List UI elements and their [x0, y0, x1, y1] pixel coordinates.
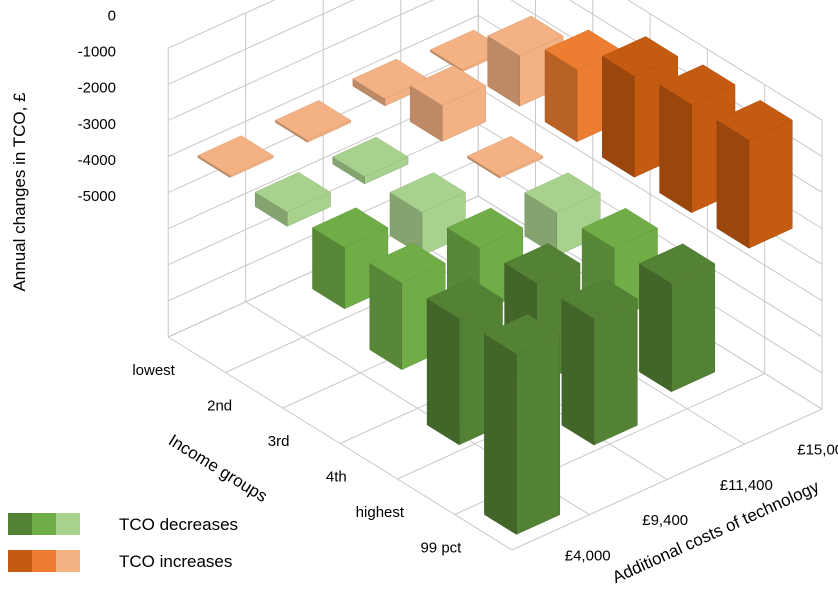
bar-top-face: [561, 278, 638, 319]
bar-side-face: [484, 333, 517, 535]
bar-£4,000-lowest: [197, 135, 274, 178]
bar-top-face: [638, 243, 716, 284]
cost-level-label: £15,000: [797, 442, 838, 459]
back-wall-gridline: [167, 15, 479, 157]
bar-£4,000-99 pct: [483, 314, 561, 535]
bar-£15,000-99 pct: [716, 100, 793, 249]
bar-top-face: [601, 36, 679, 77]
side-wall-gridline: [477, 87, 823, 302]
bar-side-face: [602, 55, 635, 178]
bar-top-face: [504, 243, 581, 284]
bar-top-face: [483, 314, 561, 355]
bar-top-face: [254, 172, 332, 213]
floor-gridline: [511, 408, 823, 551]
bar-top-face: [332, 136, 409, 177]
bar-front-face: [748, 119, 793, 249]
back-wall-gridline: [167, 0, 355, 85]
bar-top-face: [659, 64, 736, 105]
bar-side-face: [561, 298, 595, 446]
back-wall-gridline: [167, 0, 276, 49]
bar-front-face: [516, 333, 561, 535]
bar-top-face: [716, 100, 793, 141]
bar-top-face: [311, 207, 389, 248]
bars: [197, 15, 793, 535]
bar-£4,000-2nd: [254, 172, 332, 227]
bar-top-face: [197, 135, 274, 176]
x-axis-title: Income groups: [165, 431, 271, 506]
income-group-label: 2nd: [207, 397, 232, 414]
bar-top-face: [274, 100, 352, 141]
bar-top-face: [524, 172, 601, 213]
bar-top-face: [409, 65, 487, 106]
bar-£9,400-2nd: [332, 136, 409, 185]
bar-£11,400-99 pct: [638, 243, 716, 393]
z-tick-label: -5000: [78, 188, 116, 205]
income-group-label: 99 pct: [420, 539, 462, 556]
back-wall-gridline: [167, 0, 435, 121]
legend-swatch: [8, 550, 32, 572]
cost-level-label: £9,400: [642, 512, 688, 529]
bar-side-face: [426, 298, 460, 446]
bar-top-face: [581, 208, 659, 249]
bar-side-face: [659, 84, 692, 214]
bar-top-face: [389, 172, 466, 213]
bar-top-face: [466, 135, 544, 177]
income-group-label: 3rd: [268, 433, 290, 450]
bar-£11,400-3rd: [466, 135, 544, 179]
bar-side-face: [716, 119, 750, 249]
bar-top-face: [446, 207, 524, 248]
bar-top-face: [487, 15, 564, 56]
z-tick-label: -1000: [78, 44, 116, 61]
legend-swatch: [32, 513, 56, 535]
legend-swatch: [32, 550, 56, 572]
bar-front-face: [593, 298, 638, 446]
legend-entry: TCO decreases: [8, 513, 238, 535]
legend-swatch: [56, 550, 80, 572]
bar-£11,400-2nd: [409, 65, 487, 142]
bar-side-face: [639, 263, 672, 393]
legend-label: TCO decreases: [119, 515, 238, 534]
cost-level-label: £11,400: [720, 477, 773, 494]
bar-front-face: [671, 263, 716, 393]
side-wall-gridline: [627, 0, 823, 121]
legend-label: TCO increases: [119, 552, 232, 571]
bar-top-face: [369, 243, 446, 284]
legend-swatch: [8, 513, 32, 535]
bar-£9,400-99 pct: [561, 278, 638, 446]
y-axis-title: Additional costs of technology: [609, 477, 822, 587]
legend: TCO decreases TCO increases: [8, 513, 238, 572]
z-tick-label: -4000: [78, 152, 116, 169]
z-tick-label: 0: [108, 8, 116, 25]
legend-swatch: [56, 513, 80, 535]
z-axis-title: Annual changes in TCO, £: [10, 92, 29, 292]
bar-£9,400-lowest: [274, 100, 352, 143]
z-tick-label: -2000: [78, 80, 116, 97]
income-group-label: lowest: [132, 362, 175, 379]
income-group-label: highest: [356, 504, 405, 521]
z-tick-label: -3000: [78, 116, 116, 133]
income-group-label: 4th: [326, 468, 347, 485]
cost-level-label: £4,000: [565, 547, 611, 564]
bar-top-face: [426, 278, 504, 319]
legend-entry: TCO increases: [8, 550, 232, 572]
